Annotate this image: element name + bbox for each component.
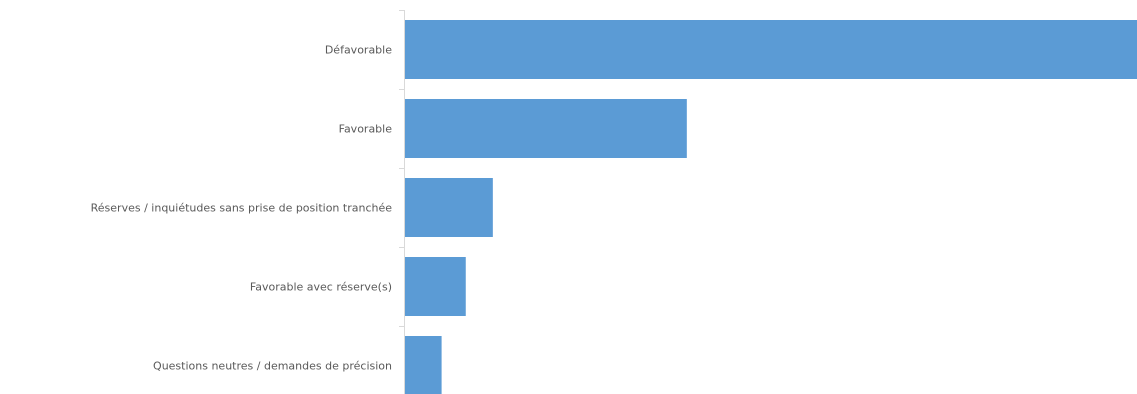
category-label: Favorable avec réserve(s): [250, 281, 392, 294]
bar: [405, 336, 442, 394]
category-axis-ticks: [399, 10, 405, 327]
category-label: Questions neutres / demandes de précisio…: [153, 360, 392, 373]
bar: [405, 20, 1137, 79]
category-label: Défavorable: [325, 44, 392, 57]
bar: [405, 178, 493, 237]
category-label: Favorable: [339, 123, 393, 136]
bar: [405, 99, 687, 158]
category-label: Réserves / inquiétudes sans prise de pos…: [91, 202, 393, 215]
category-labels: Défavorable Favorable Réserves / inquiétud…: [91, 44, 393, 373]
bars: [405, 20, 1137, 394]
bar: [405, 257, 466, 316]
